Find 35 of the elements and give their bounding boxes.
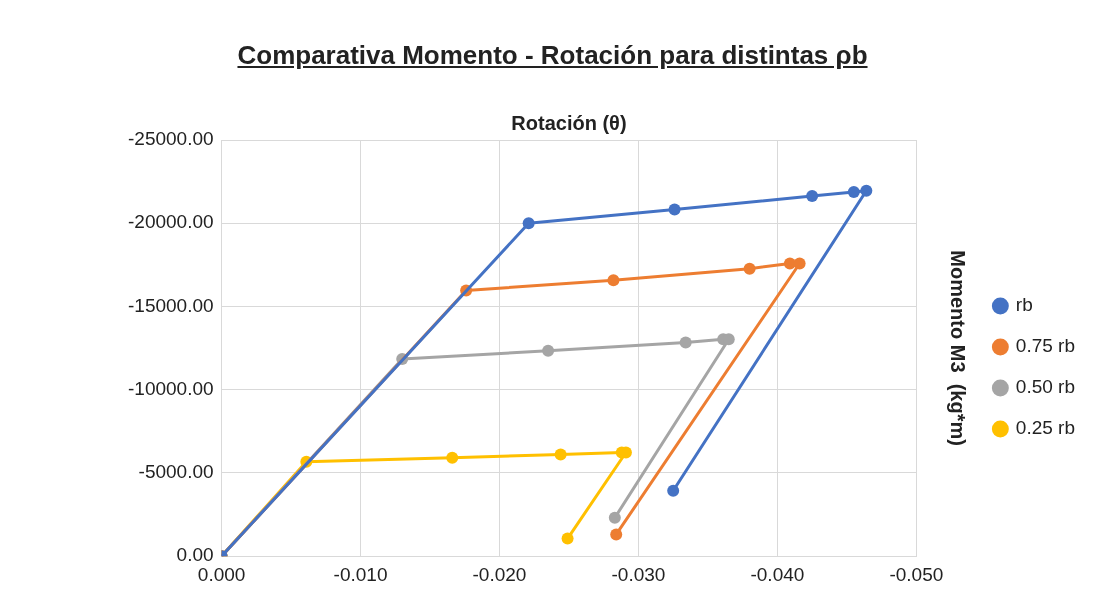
x-tick-label: -0.030 xyxy=(611,563,666,585)
x-tick-label: -0.040 xyxy=(750,563,805,585)
y-tick-label: -10000.00 xyxy=(128,377,214,399)
point xyxy=(607,274,620,287)
point xyxy=(847,185,860,198)
point xyxy=(743,262,756,275)
legend-label: 0.75 rb xyxy=(1015,335,1075,357)
point xyxy=(561,532,574,545)
x-axis-title: Rotación (θ) xyxy=(511,111,627,134)
point xyxy=(679,336,692,349)
point xyxy=(446,451,459,464)
y-axis-title: Momento M3 (kg*m) xyxy=(946,250,969,446)
point xyxy=(793,257,806,270)
point xyxy=(668,203,681,216)
legend-label: rb xyxy=(1015,294,1033,316)
x-tick-label: -0.010 xyxy=(333,563,388,585)
point xyxy=(554,448,567,461)
point xyxy=(522,217,535,230)
y-tick-label: -20000.00 xyxy=(128,211,214,233)
point xyxy=(542,344,555,357)
x-tick-label: -0.020 xyxy=(472,563,527,585)
point xyxy=(608,511,621,524)
point xyxy=(806,190,819,203)
chart-title: Comparativa Momento - Rotación para distintas ρb xyxy=(236,40,869,71)
point xyxy=(667,484,680,497)
y-tick-label: -15000.00 xyxy=(128,294,214,316)
y-tick-label: -25000.00 xyxy=(128,128,214,150)
x-tick-label: 0.000 xyxy=(197,563,246,585)
point xyxy=(860,184,873,197)
legend-label: 0.25 rb xyxy=(1015,417,1075,439)
y-tick-label: 0.00 xyxy=(176,544,214,566)
x-tick-label: -0.050 xyxy=(889,563,944,585)
legend-label: 0.50 rb xyxy=(1015,376,1075,398)
y-tick-label: -5000.00 xyxy=(138,461,214,483)
point xyxy=(610,528,623,541)
